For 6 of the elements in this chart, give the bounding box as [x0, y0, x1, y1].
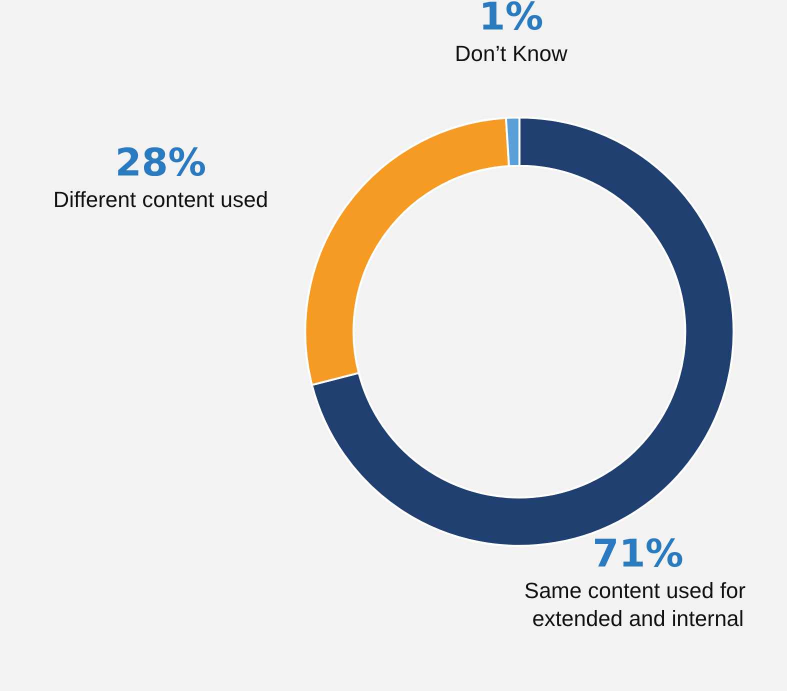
data-label: 71%: [592, 531, 684, 576]
data-label: 28%: [115, 140, 206, 184]
data-label: 1%: [478, 0, 544, 39]
slice-label: Don’t Know: [454, 41, 568, 66]
slice-label: Different content used: [53, 186, 268, 212]
slice-label: Same content used for extended and internal: [524, 578, 752, 631]
